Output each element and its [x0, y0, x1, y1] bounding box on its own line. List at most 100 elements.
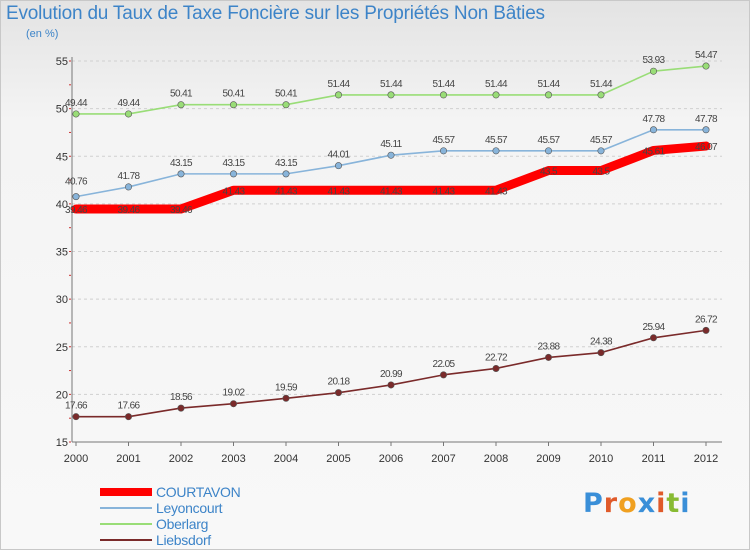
data-label-liebsdorf: 22.05	[432, 359, 455, 370]
data-point-liebsdorf	[649, 334, 657, 342]
data-label-oberlarg: 50.41	[275, 89, 298, 100]
logo-letter: i	[680, 488, 691, 519]
data-label-liebsdorf: 20.99	[380, 369, 403, 380]
data-label-leyoncourt: 44.01	[327, 150, 350, 161]
proxiti-logo: Proxiti	[583, 488, 691, 519]
x-tick-label: 2002	[169, 453, 193, 465]
legend-swatch	[100, 539, 152, 541]
point-labels: 39.46 39.46 39.46 41.43 41.43 41.43 41.43 41.43…	[65, 50, 719, 412]
data-point-leyoncourt	[492, 147, 500, 155]
x-tick-label: 2006	[379, 453, 403, 465]
data-point-leyoncourt	[597, 147, 605, 155]
data-label-courtavon: 39.46	[117, 205, 140, 216]
x-tick-label: 2003	[221, 453, 245, 465]
data-point-liebsdorf	[387, 381, 395, 389]
y-tick-label: 35	[56, 247, 68, 259]
x-tick-label: 2001	[116, 453, 140, 465]
x-tick-label: 2008	[484, 453, 508, 465]
legend-label: COURTAVON	[156, 484, 241, 500]
data-label-liebsdorf: 26.72	[695, 314, 718, 325]
x-tick-label: 2010	[589, 453, 613, 465]
data-label-courtavon: 43.5	[540, 167, 558, 178]
data-point-leyoncourt	[230, 170, 238, 178]
data-point-liebsdorf	[177, 404, 185, 412]
data-label-oberlarg: 49.44	[65, 98, 88, 109]
legend-label: Oberlarg	[156, 516, 209, 532]
data-label-courtavon: 41.43	[485, 186, 508, 197]
data-label-liebsdorf: 19.59	[275, 382, 298, 393]
data-label-leyoncourt: 45.57	[590, 135, 613, 146]
data-point-liebsdorf	[282, 394, 290, 402]
data-label-leyoncourt: 43.15	[275, 158, 298, 169]
data-label-courtavon: 39.46	[65, 205, 88, 216]
data-label-leyoncourt: 47.78	[695, 114, 718, 125]
data-label-courtavon: 41.43	[275, 186, 298, 197]
y-tick-label: 25	[56, 342, 68, 354]
y-axis-unit-label: (en %)	[26, 28, 59, 40]
data-label-courtavon: 41.43	[380, 186, 403, 197]
data-label-liebsdorf: 17.66	[65, 401, 88, 412]
data-point-liebsdorf	[230, 400, 238, 408]
y-tick-label: 15	[56, 437, 68, 449]
data-label-liebsdorf: 18.56	[170, 392, 193, 403]
data-point-oberlarg	[72, 110, 80, 118]
data-point-leyoncourt	[72, 193, 80, 201]
data-label-oberlarg: 50.41	[222, 89, 245, 100]
x-tick-label: 2011	[642, 453, 666, 465]
data-point-oberlarg	[334, 91, 342, 99]
x-tick-label: 2009	[536, 453, 560, 465]
data-label-oberlarg: 54.47	[695, 50, 718, 61]
data-point-oberlarg	[649, 67, 657, 75]
data-label-leyoncourt: 43.15	[222, 158, 245, 169]
data-point-leyoncourt	[649, 126, 657, 134]
data-point-oberlarg	[544, 91, 552, 99]
data-point-leyoncourt	[544, 147, 552, 155]
data-label-liebsdorf: 20.18	[327, 377, 350, 388]
logo-letter: i	[656, 488, 667, 519]
chart-title: Evolution du Taux de Taxe Foncière sur l…	[6, 3, 545, 24]
logo-letter: o	[618, 488, 638, 519]
data-point-liebsdorf	[492, 364, 500, 372]
logo-letter: r	[603, 488, 619, 519]
data-point-leyoncourt	[125, 183, 133, 191]
logo-letter: x	[637, 488, 657, 519]
data-label-leyoncourt: 47.78	[642, 114, 665, 125]
data-label-courtavon: 45.61	[642, 146, 665, 157]
data-point-oberlarg	[387, 91, 395, 99]
data-point-oberlarg	[125, 110, 133, 118]
data-point-liebsdorf	[72, 413, 80, 421]
data-label-courtavon: 41.43	[327, 186, 350, 197]
data-label-oberlarg: 53.93	[642, 55, 665, 66]
data-label-liebsdorf: 19.02	[222, 388, 245, 399]
data-label-leyoncourt: 45.57	[432, 135, 455, 146]
data-point-oberlarg	[702, 62, 710, 70]
y-tick-label: 20	[56, 389, 68, 401]
data-point-liebsdorf	[544, 353, 552, 361]
data-label-leyoncourt: 43.15	[170, 158, 193, 169]
x-tick-label: 2000	[64, 453, 88, 465]
axes: 15 20 25 30 35 40 45 50 55 2000 2001 2002 2003 2004 20…	[56, 56, 722, 465]
data-label-oberlarg: 51.44	[590, 79, 613, 90]
data-label-oberlarg: 51.44	[485, 79, 508, 90]
legend-swatch	[100, 507, 152, 509]
data-label-leyoncourt: 41.78	[117, 171, 140, 182]
data-point-oberlarg	[282, 101, 290, 109]
data-label-oberlarg: 51.44	[432, 79, 455, 90]
data-label-oberlarg: 51.44	[380, 79, 403, 90]
data-label-courtavon: 41.43	[222, 186, 245, 197]
data-point-oberlarg	[597, 91, 605, 99]
data-label-liebsdorf: 23.88	[537, 341, 560, 352]
data-label-courtavon: 39.46	[170, 205, 193, 216]
data-label-liebsdorf: 24.38	[590, 337, 613, 348]
data-label-oberlarg: 50.41	[170, 89, 193, 100]
data-label-oberlarg: 49.44	[117, 98, 140, 109]
legend-label: Liebsdorf	[156, 532, 211, 548]
data-point-leyoncourt	[439, 147, 447, 155]
logo-letter: P	[583, 488, 604, 519]
data-point-leyoncourt	[387, 151, 395, 159]
data-label-liebsdorf: 22.72	[485, 352, 508, 363]
data-label-liebsdorf: 17.66	[117, 401, 140, 412]
data-point-leyoncourt	[282, 170, 290, 178]
data-point-oberlarg	[230, 101, 238, 109]
